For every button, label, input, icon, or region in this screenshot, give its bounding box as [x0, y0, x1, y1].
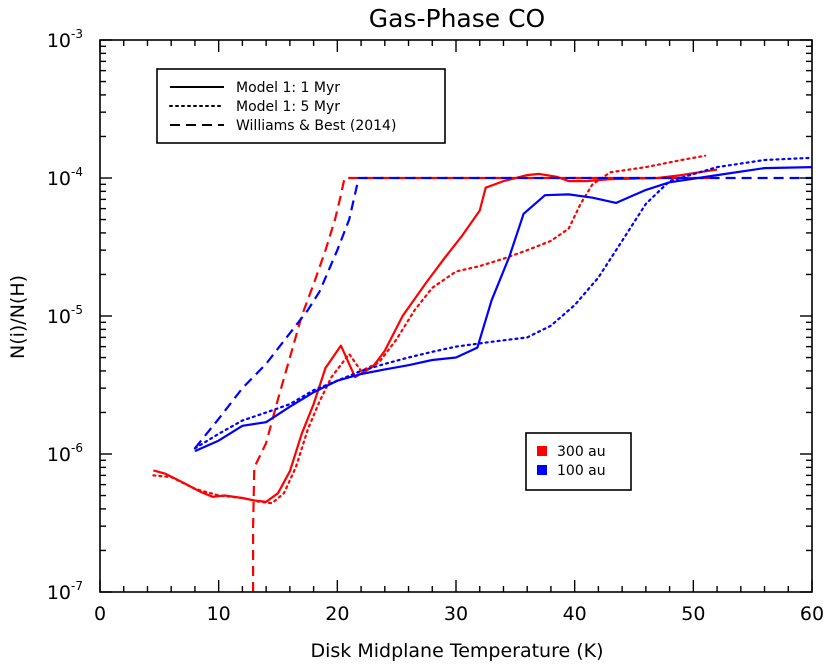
x-tick-label: 30	[444, 603, 468, 625]
y-tick-label: 10-7	[47, 579, 83, 604]
tick-labels: 0 10 20 30 40 50 60 10-7 10-6 10-5 10-4 10-3	[47, 27, 824, 625]
y-tick-label: 10-4	[47, 165, 83, 190]
plot-lines	[152, 154, 814, 592]
series-line-6	[194, 176, 812, 449]
x-tick-label: 0	[94, 603, 106, 625]
x-tick-label: 40	[563, 603, 587, 625]
legend-color-label: 300 au	[557, 444, 606, 460]
x-tick-label: 60	[800, 603, 824, 625]
legend-colors-box	[525, 432, 632, 491]
y-axis-label: N(i)/N(H)	[7, 275, 29, 359]
legend-color-label: 100 au	[557, 463, 606, 479]
chart-title: Gas-Phase CO	[369, 4, 545, 33]
x-tick-label: 20	[325, 603, 349, 625]
plot-frame	[99, 39, 813, 593]
x-tick-label: 50	[681, 603, 705, 625]
legend-style-label: Model 1: 5 Myr	[236, 99, 340, 115]
x-axis-label: Disk Midplane Temperature (K)	[310, 640, 603, 662]
series-line-5	[193, 156, 814, 450]
x-tick-label: 10	[207, 603, 231, 625]
legend-style-label: Williams & Best (2014)	[236, 118, 396, 134]
legend-color-swatch	[537, 446, 547, 456]
y-tick-label: 10-3	[47, 27, 83, 52]
series-line-1	[153, 168, 718, 503]
legend-color-swatch	[537, 465, 547, 475]
axis-ticks	[99, 39, 813, 593]
y-tick-label: 10-6	[47, 441, 83, 466]
series-line-3	[252, 176, 718, 592]
series-line-4	[194, 166, 813, 453]
series-line-2	[152, 154, 707, 505]
legend-line-styles: Model 1: 1 Myr Model 1: 5 Myr Williams & B…	[156, 68, 446, 144]
legend-colors: 300 au 100 au	[525, 432, 632, 491]
y-tick-label: 10-5	[47, 303, 83, 328]
legend-style-label: Model 1: 1 Myr	[236, 80, 340, 96]
